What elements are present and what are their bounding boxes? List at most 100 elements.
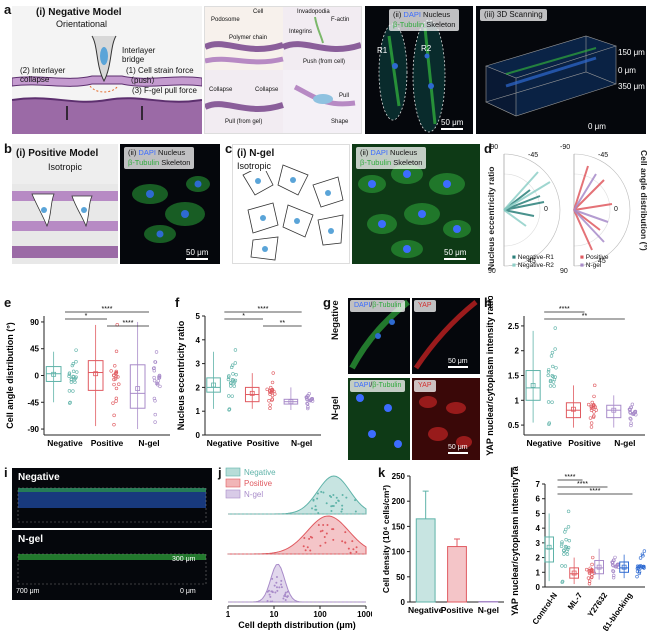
y-axis-label: Cell density (10⁴ cells/cm²) (381, 485, 391, 593)
shape-label: Shape (331, 119, 349, 125)
a-ii-title: (ii) DAPI Nucleus β-Tubulin Skeleton (389, 9, 460, 31)
data-point (71, 389, 75, 393)
d-tick-right-m45: -45 (598, 152, 609, 159)
podosome-label: Podosome (211, 17, 240, 23)
x-0-label: 0 μm (588, 122, 606, 131)
y-tick-label: 2 (196, 383, 201, 392)
interlayer-collapse-label: (2) Interlayer collapse (20, 66, 66, 84)
data-point (638, 564, 643, 568)
significance-label: ** (280, 320, 286, 327)
i-x-label: 700 μm (16, 588, 40, 595)
y-axis-label: YAP nuclear/cytoplasm intensity ratio (485, 296, 495, 456)
data-point (271, 577, 274, 580)
data-point (114, 372, 118, 376)
x-350-label: 350 μm (618, 82, 645, 91)
data-point (271, 590, 274, 593)
data-point (589, 404, 593, 409)
g-ngel-dapi-tubulin: DAPI/β-Tubulin (348, 378, 410, 460)
y-tick-label: 2 (536, 554, 541, 563)
data-point (307, 392, 311, 396)
y-tick-label: 3 (196, 360, 201, 369)
mean-marker (596, 564, 602, 570)
g-neg-title: DAPI/β-Tubulin (350, 300, 406, 312)
d-tick-right-top: -90 (560, 144, 571, 151)
data-point (226, 375, 231, 379)
data-point (271, 371, 275, 375)
data-point (280, 579, 283, 582)
data-point (72, 378, 77, 382)
data-point (67, 389, 72, 393)
fgel-pull-force-label: (3) F-gel pull force (132, 86, 197, 95)
x-tick-label: N-gel (291, 438, 312, 448)
data-point (629, 423, 633, 428)
data-point (284, 599, 287, 602)
significance-label: **** (577, 481, 588, 488)
d-tick-left-m45: -45 (528, 152, 539, 159)
data-point (613, 555, 617, 560)
x-tick-label: Negative (47, 438, 83, 448)
data-point (550, 350, 555, 355)
d-ylabel-right: Cell angle distribution (°) (639, 150, 649, 251)
interlayer-bridge-label: Interlayer bridge (122, 46, 156, 64)
box (129, 364, 146, 409)
data-point (74, 348, 78, 352)
push-from-cell-label: Push (from cell) (303, 59, 346, 65)
data-point (280, 583, 283, 586)
g-negative-dapi-tubulin: DAPI/β-Tubulin (348, 298, 410, 374)
data-point (283, 594, 286, 597)
data-point (286, 590, 289, 593)
data-point (325, 532, 328, 535)
data-point (341, 494, 344, 497)
data-point (589, 568, 594, 573)
data-point (73, 380, 77, 384)
data-point (153, 399, 157, 403)
data-point (268, 392, 272, 396)
data-point (231, 372, 235, 376)
data-point (230, 363, 235, 367)
panel-a-schematic: (i) Negative Model Orientational Interla… (11, 6, 203, 134)
i-zero-label: 0 μm (180, 588, 196, 595)
data-point (629, 417, 633, 421)
g-neg-yap-title: YAP (414, 300, 436, 312)
data-point (331, 505, 334, 508)
data-point (112, 377, 116, 382)
data-point (68, 400, 72, 405)
data-point (553, 326, 557, 330)
data-point (282, 597, 285, 600)
data-point (344, 541, 347, 544)
data-point (322, 524, 325, 527)
aligned-cells-micrograph (378, 19, 446, 133)
data-point (548, 379, 553, 384)
data-point (637, 570, 642, 574)
panel-c-image: (ii) DAPI Nucleus β-Tubulin Skeleton 50 μ… (352, 144, 480, 264)
panel-a-detail: Cell Podosome Polymer chain Invadopodia … (203, 6, 362, 134)
pull-label: Pull (339, 93, 350, 99)
data-point (265, 387, 269, 392)
data-point (310, 397, 314, 401)
data-point (69, 380, 74, 384)
i-negative-label: Negative (18, 472, 60, 483)
x-tick-label: N-gel (478, 605, 499, 615)
data-point (352, 548, 355, 551)
density-area (228, 563, 366, 603)
panel-label-g: g (323, 295, 331, 310)
d-tick-left-top: -90 (488, 144, 499, 151)
data-point (280, 586, 283, 589)
positive-model-illustration (12, 184, 118, 264)
data-point (67, 372, 72, 376)
x-tick-label: Positive (91, 438, 124, 448)
box (569, 567, 579, 579)
mean-marker (93, 371, 99, 377)
data-point (589, 425, 594, 429)
data-point (553, 347, 557, 351)
cell-label: Cell (253, 9, 264, 15)
legend-ngel: ■ N-gel (580, 262, 602, 269)
data-point (335, 496, 338, 499)
data-point (270, 398, 274, 402)
data-point (323, 536, 326, 539)
data-point (109, 369, 113, 373)
x-tick-label: 1000 (357, 610, 372, 619)
data-point (320, 490, 323, 493)
